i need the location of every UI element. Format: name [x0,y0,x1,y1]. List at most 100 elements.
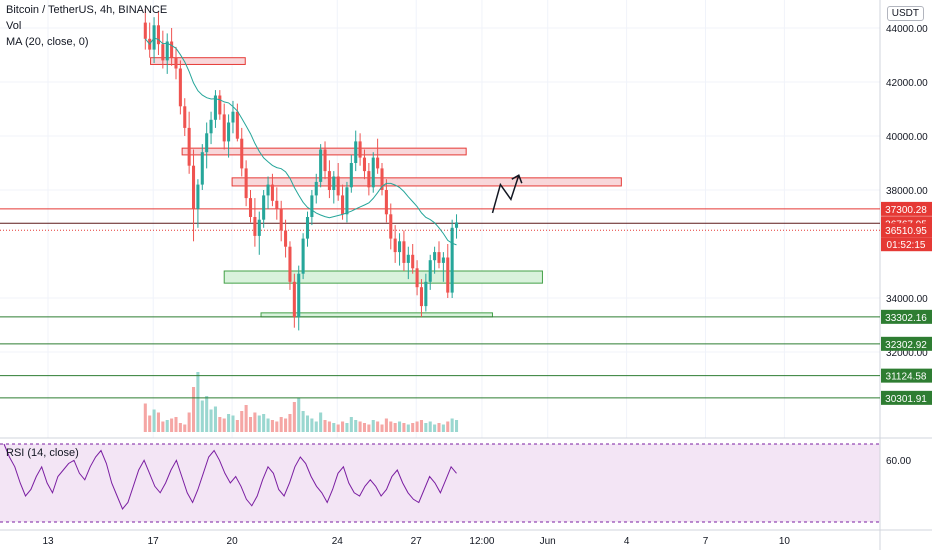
time-tick-label: 12:00 [469,536,494,547]
candle-body [332,176,336,190]
volume-bar [297,397,301,432]
rsi-legend[interactable]: RSI (14, close) [6,447,79,459]
candle-body [297,273,301,317]
support-zone[interactable] [223,270,543,284]
price-tick-label: 38000.00 [886,186,928,197]
candle-body [253,217,257,236]
volume-bar [178,423,182,432]
candle-body [349,163,353,188]
price-tick-label: 40000.00 [886,132,928,143]
volume-bar [319,412,323,432]
volume-bar [362,423,367,432]
volume-bar [419,420,423,432]
grid-lines [0,0,880,438]
volume-bar [367,424,371,432]
candle-body [178,68,182,107]
resistance-zone[interactable] [150,57,246,65]
volume-bar [227,414,231,432]
price-tick-label: 34000.00 [886,294,928,305]
volume-bar [148,415,152,432]
volume-bar [152,409,156,432]
volume-bar [187,412,191,432]
price-level-label: 31124.58 [886,372,927,383]
price-level-label-bg [881,223,932,238]
horizontal-levels[interactable] [0,208,880,399]
candle-body [415,268,419,288]
candle-body [240,138,244,169]
volume-bar [266,418,270,432]
resistance-zone[interactable] [231,177,622,187]
candle-body [143,22,147,39]
candle-body [222,114,226,142]
volume-bar [428,421,432,432]
candle-body [183,106,187,128]
candle-body [314,181,318,196]
volume-legend[interactable]: Vol [6,20,22,32]
volume-bar [275,421,279,432]
candle-body [424,281,428,307]
volume-bar [406,424,410,432]
candle-body [301,238,305,274]
volume-bar [196,372,200,432]
volume-bar [301,411,305,432]
volume-bar [314,421,318,432]
time-tick-label: 20 [227,536,239,547]
candle-body [156,25,160,45]
volume-bar [411,423,415,432]
candle-body [362,157,367,172]
price-level-label-bg [881,201,932,216]
candle-body [367,171,371,188]
price-level-label: 37300.28 [885,205,927,216]
candle-body [174,57,178,69]
currency-badge[interactable]: USDT [886,6,924,21]
rsi-tick-label: 60.00 [886,456,911,467]
rsi-band [0,444,880,522]
price-tick-label: 42000.00 [886,78,928,89]
volume-bar [345,423,349,432]
volume-bar [437,423,441,432]
candle-body [279,208,283,231]
candle-body [209,119,213,134]
candle-body [441,257,445,263]
candle-body [450,227,454,293]
candle-body [200,152,204,185]
volume-bar [358,421,362,432]
volume-bar [244,405,248,432]
volume-bar [231,415,235,432]
candle-body [428,260,432,282]
time-tick-label: 7 [703,536,709,547]
candle-body [284,230,288,247]
volume-bar [213,406,217,432]
price-axis[interactable]: 44000.00 42000.00 40000.00 38000.00 34000.00… [886,24,928,467]
candle-body [305,217,310,239]
ma-legend[interactable]: MA (20, close, 0) [6,36,89,48]
candle-body [323,149,327,172]
volume-bar [327,421,331,432]
symbol-title[interactable]: Bitcoin / TetherUS, 4h, BINANCE [6,4,168,16]
candle-body [319,149,323,182]
candle-body [196,184,200,209]
volume-bar [279,417,283,432]
candle-body [389,214,393,239]
price-level-label-bg [881,368,932,383]
volume-bar [235,420,239,432]
projection-arrow[interactable] [491,174,523,214]
candle-body [275,200,279,209]
candle-body [227,122,231,142]
volume-bar [393,423,397,432]
rsi-line [3,443,457,510]
time-tick-label: 4 [624,536,630,547]
candle-body [218,95,222,115]
volume-bar [323,420,327,432]
time-tick-label: 13 [42,536,54,547]
volume-bar [191,387,196,432]
price-level-label-bg [881,309,932,324]
time-tick-label: 10 [779,536,791,547]
volume-bar [446,421,450,432]
volume-bar [240,411,244,432]
volume-bar [380,424,384,432]
time-axis[interactable]: 13 17 20 24 27 12:00 Jun 4 7 10 [42,536,790,547]
volume-bar [174,417,178,432]
candle-body [231,111,235,123]
